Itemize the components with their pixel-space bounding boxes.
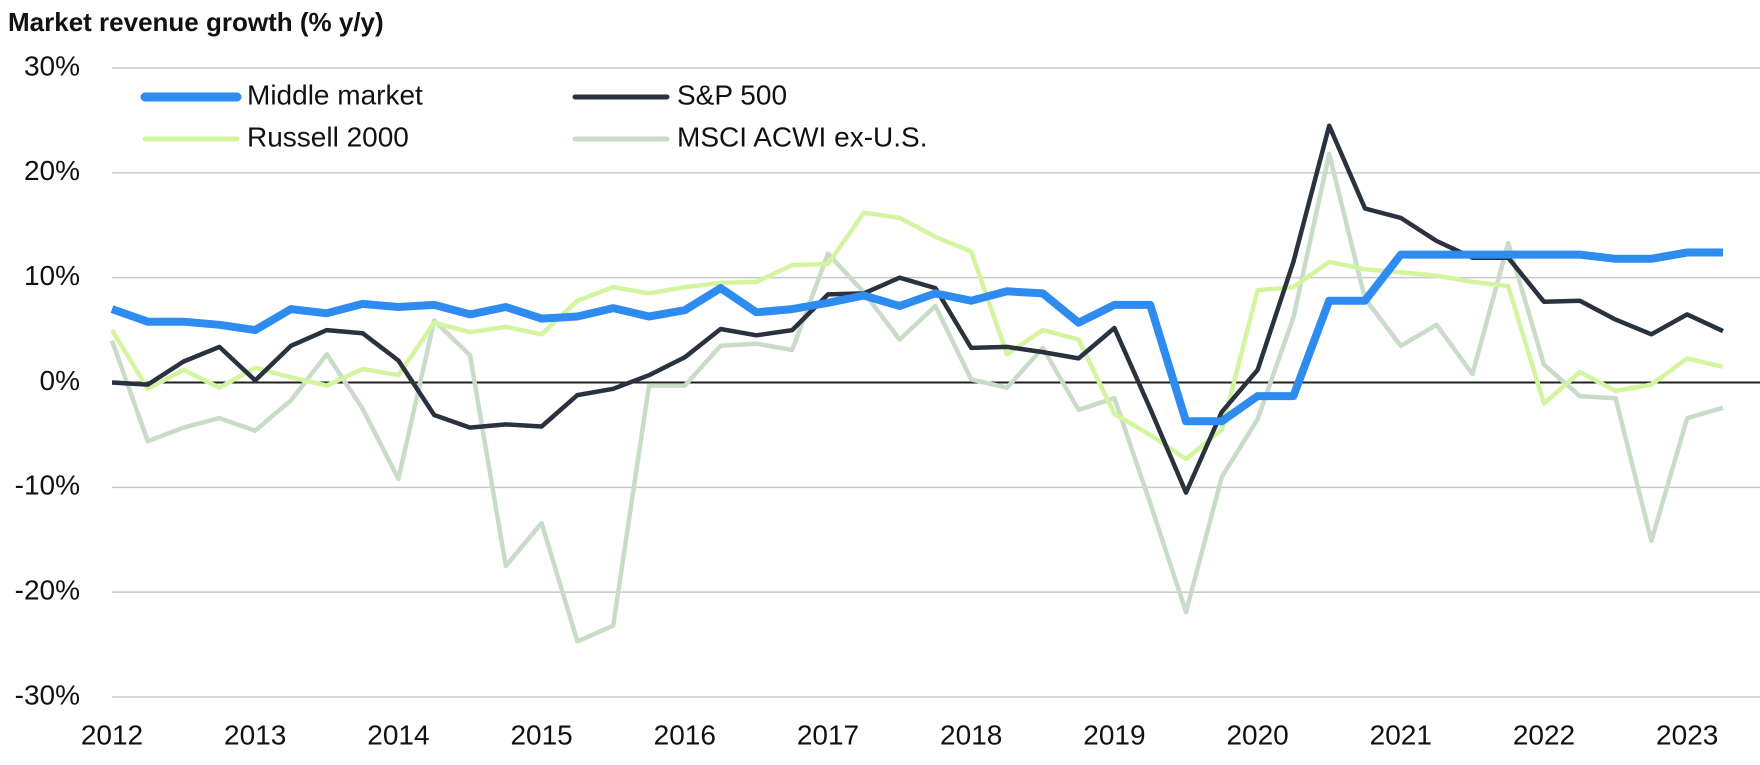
x-tick-label: 2021	[1370, 719, 1432, 750]
x-tick-label: 2014	[367, 719, 429, 750]
x-tick-label: 2016	[654, 719, 716, 750]
y-tick-label: 10%	[24, 260, 80, 291]
x-tick-label: 2015	[510, 719, 572, 750]
series-line	[110, 248, 1723, 426]
x-tick-label: 2022	[1513, 719, 1575, 750]
y-tick-label: 20%	[24, 155, 80, 186]
legend-label: MSCI ACWI ex-U.S.	[677, 121, 927, 152]
legend-label: Russell 2000	[247, 121, 409, 152]
y-tick-label: 0%	[40, 365, 80, 396]
x-tick-label: 2018	[940, 719, 1002, 750]
x-tick-label: 2020	[1226, 719, 1288, 750]
series-line	[110, 210, 1724, 462]
legend-label: Middle market	[247, 79, 423, 110]
x-tick-label: 2023	[1656, 719, 1718, 750]
legend-label: S&P 500	[677, 79, 787, 110]
series-line	[109, 151, 1724, 644]
x-tick-label: 2017	[797, 719, 859, 750]
series-line	[111, 123, 1724, 495]
y-tick-label: -20%	[15, 575, 80, 606]
x-tick-label: 2012	[81, 719, 143, 750]
y-tick-label: -30%	[15, 679, 80, 710]
x-tick-label: 2019	[1083, 719, 1145, 750]
y-tick-label: 30%	[24, 50, 80, 81]
x-tick-label: 2013	[224, 719, 286, 750]
chart-title: Market revenue growth (% y/y)	[8, 7, 384, 37]
y-tick-label: -10%	[15, 470, 80, 501]
